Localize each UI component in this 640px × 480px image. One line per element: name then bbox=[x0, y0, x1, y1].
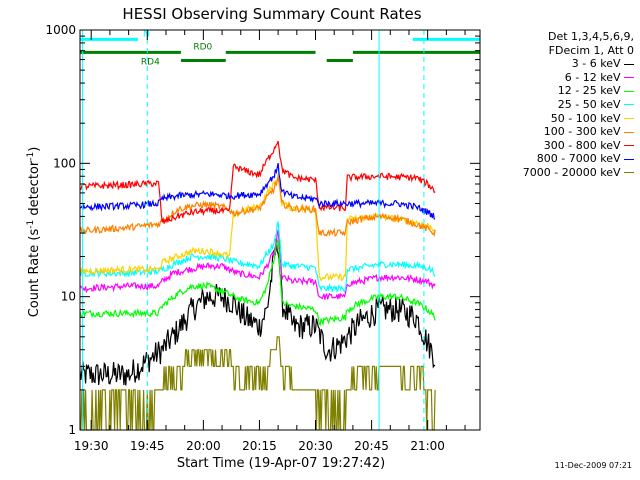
flag-label: RD0 bbox=[193, 42, 212, 52]
x-tick-label: 20:15 bbox=[242, 439, 277, 453]
x-tick-label: 20:30 bbox=[298, 439, 333, 453]
legend-swatch bbox=[624, 172, 634, 174]
legend-swatch bbox=[624, 77, 634, 79]
x-tick-label: 20:45 bbox=[354, 439, 389, 453]
timestamp: 11-Dec-2009 07:21 bbox=[554, 461, 632, 470]
x-tick-label: 21:00 bbox=[410, 439, 445, 453]
plot-frame bbox=[79, 29, 481, 431]
legend-label: 25 - 50 keV bbox=[557, 97, 624, 111]
y-label-main: Count Rate (s bbox=[27, 229, 42, 318]
legend-label: 3 - 6 keV bbox=[571, 57, 624, 71]
legend-label: 50 - 100 keV bbox=[550, 111, 624, 125]
y-tick-label: 1000 bbox=[45, 23, 76, 37]
x-axis: 19:30 19:45 20:00 20:15 20:30 20:45 21:00 bbox=[74, 30, 466, 453]
legend-swatch bbox=[624, 63, 634, 65]
flag-label: N bbox=[143, 29, 150, 39]
y-axis-label: Count Rate (s-1 detector-1) bbox=[26, 147, 42, 318]
legend-label: 12 - 25 keV bbox=[557, 84, 624, 98]
series-line bbox=[79, 220, 436, 294]
legend-item: 7000 - 20000 keV bbox=[523, 166, 634, 180]
y-tick-label: 10 bbox=[61, 290, 76, 304]
flag-bars: N RD0 RD4 bbox=[80, 29, 480, 68]
chart-title: HESSI Observing Summary Count Rates bbox=[122, 5, 421, 23]
series-lines bbox=[79, 140, 436, 431]
flag-label: RD4 bbox=[141, 58, 160, 68]
v-lines bbox=[82, 30, 425, 430]
legend-label: 7000 - 20000 keV bbox=[522, 165, 624, 179]
legend-item: 100 - 300 keV bbox=[523, 125, 634, 139]
y-label-sup1: -1 bbox=[26, 220, 36, 229]
series-line bbox=[79, 238, 436, 386]
y-label-sup2: -1 bbox=[26, 152, 36, 161]
series-line bbox=[80, 336, 436, 431]
series-line bbox=[79, 229, 436, 300]
legend-swatch bbox=[624, 104, 634, 106]
legend-label: 100 - 300 keV bbox=[543, 125, 624, 139]
y-tick-label: 1 bbox=[68, 423, 76, 437]
x-tick-label: 19:30 bbox=[74, 439, 109, 453]
x-axis-label: Start Time (19-Apr-07 19:27:42) bbox=[177, 456, 385, 471]
legend-label: 6 - 12 keV bbox=[564, 70, 624, 84]
series-line bbox=[79, 162, 436, 220]
legend-swatch bbox=[624, 118, 634, 120]
x-tick-label: 20:00 bbox=[186, 439, 221, 453]
legend-item: 6 - 12 keV bbox=[523, 71, 634, 85]
legend: Det 1,3,4,5,6,9, FDecim 1, Att 0 3 - 6 k… bbox=[523, 30, 634, 180]
legend-item: 800 - 7000 keV bbox=[523, 152, 634, 166]
legend-label: 800 - 7000 keV bbox=[536, 152, 624, 166]
series-line bbox=[79, 237, 436, 327]
legend-item: 12 - 25 keV bbox=[523, 84, 634, 98]
legend-item: 300 - 800 keV bbox=[523, 139, 634, 153]
y-axis: 1 10 100 1000 bbox=[45, 23, 480, 437]
legend-item: 3 - 6 keV bbox=[523, 57, 634, 71]
y-label-mid: detector bbox=[27, 160, 42, 220]
legend-swatch bbox=[624, 131, 634, 133]
legend-item: 50 - 100 keV bbox=[523, 112, 634, 126]
series-line bbox=[79, 140, 436, 224]
y-label-end: ) bbox=[27, 147, 42, 152]
y-tick-label: 100 bbox=[53, 156, 76, 170]
legend-label: 300 - 800 keV bbox=[543, 138, 624, 152]
legend-header-line: Det 1,3,4,5,6,9, bbox=[547, 30, 634, 43]
x-tick-label: 19:45 bbox=[130, 439, 165, 453]
legend-item: 25 - 50 keV bbox=[523, 98, 634, 112]
legend-header-line: FDecim 1, Att 0 bbox=[548, 43, 634, 57]
series-line bbox=[79, 176, 436, 238]
legend-swatch bbox=[624, 90, 634, 92]
legend-swatch bbox=[624, 145, 634, 147]
legend-swatch bbox=[624, 158, 634, 160]
